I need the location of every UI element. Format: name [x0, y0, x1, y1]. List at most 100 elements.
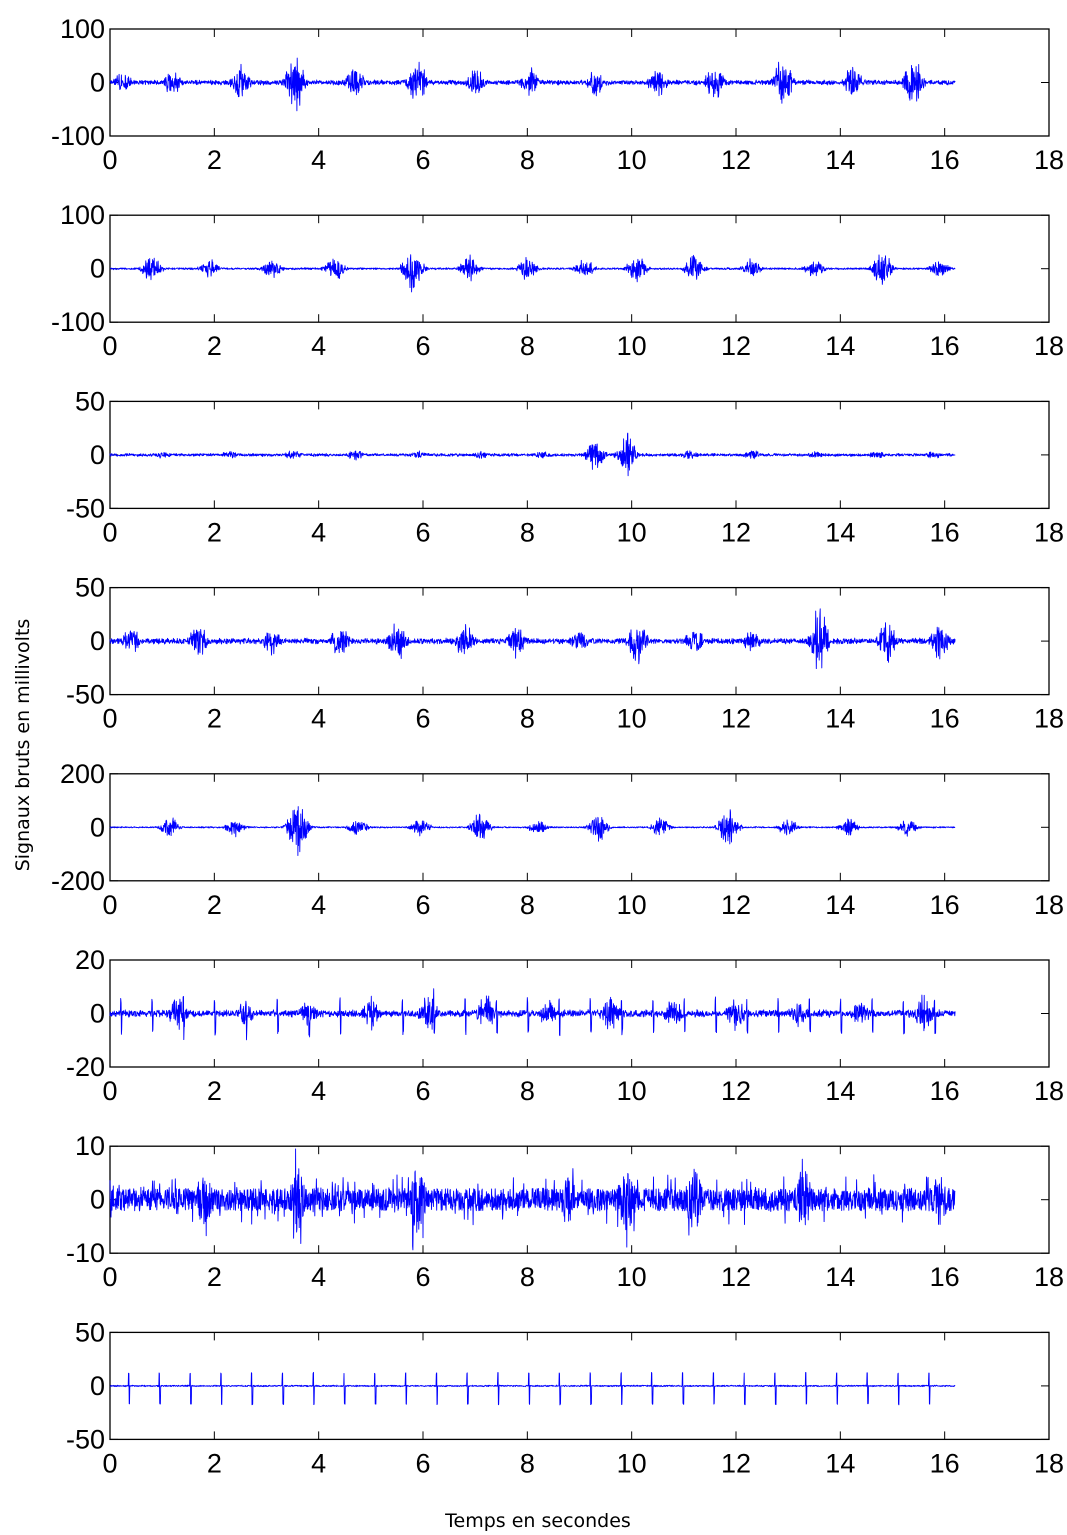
- x-tick-label: 12: [721, 331, 751, 361]
- x-tick-label: 10: [617, 1262, 647, 1292]
- x-tick-label: 14: [825, 1076, 855, 1106]
- x-tick-label: 0: [102, 1262, 117, 1292]
- y-tick-label: 0: [90, 254, 105, 284]
- signal-trace: [109, 57, 956, 112]
- signal-trace: [109, 1371, 956, 1406]
- x-tick-label: 18: [1034, 890, 1064, 920]
- x-tick-label: 10: [617, 145, 647, 175]
- y-tick-label: 0: [90, 812, 105, 842]
- x-tick-label: 0: [102, 1448, 117, 1478]
- x-tick-label: 4: [311, 145, 326, 175]
- x-tick-label: 14: [825, 704, 855, 734]
- x-tick-label: 4: [311, 890, 326, 920]
- x-tick-label: 12: [721, 1076, 751, 1106]
- y-tick-label: 0: [90, 68, 105, 98]
- y-tick-label: 0: [90, 999, 105, 1029]
- x-tick-label: 10: [617, 1076, 647, 1106]
- x-tick-label: 2: [207, 704, 222, 734]
- x-tick-label: 6: [415, 331, 430, 361]
- y-tick-label: 20: [75, 945, 105, 975]
- y-tick-label: -100: [51, 121, 105, 151]
- x-tick-label: 12: [721, 890, 751, 920]
- x-tick-label: 12: [721, 1262, 751, 1292]
- x-tick-label: 14: [825, 517, 855, 547]
- x-tick-label: 14: [825, 1448, 855, 1478]
- x-tick-label: 6: [415, 890, 430, 920]
- y-tick-label: -50: [66, 1424, 105, 1454]
- x-tick-label: 6: [415, 1076, 430, 1106]
- signal-trace: [109, 608, 956, 670]
- signal-trace: [109, 806, 956, 856]
- y-tick-label: 0: [90, 1371, 105, 1401]
- x-tick-label: 4: [311, 517, 326, 547]
- x-tick-label: 0: [102, 704, 117, 734]
- x-tick-label: 12: [721, 517, 751, 547]
- x-tick-label: 8: [520, 517, 535, 547]
- signal-trace: [109, 988, 956, 1041]
- x-tick-label: 8: [520, 145, 535, 175]
- x-tick-label: 10: [617, 890, 647, 920]
- y-tick-label: 50: [75, 1317, 105, 1347]
- x-tick-label: 8: [520, 1076, 535, 1106]
- y-tick-label: 0: [90, 626, 105, 656]
- y-tick-label: 0: [90, 1185, 105, 1215]
- x-tick-label: 4: [311, 331, 326, 361]
- x-tick-label: 14: [825, 890, 855, 920]
- x-tick-label: 2: [207, 331, 222, 361]
- x-tick-label: 2: [207, 1262, 222, 1292]
- y-tick-label: 100: [60, 200, 105, 230]
- x-tick-label: 14: [825, 1262, 855, 1292]
- x-tick-label: 2: [207, 890, 222, 920]
- x-tick-label: 0: [102, 1076, 117, 1106]
- x-tick-label: 12: [721, 1448, 751, 1478]
- x-tick-label: 16: [930, 1448, 960, 1478]
- y-tick-label: -200: [51, 866, 105, 896]
- x-tick-label: 16: [930, 517, 960, 547]
- x-tick-label: 0: [102, 331, 117, 361]
- x-tick-label: 16: [930, 890, 960, 920]
- x-tick-label: 16: [930, 704, 960, 734]
- y-tick-label: 10: [75, 1131, 105, 1161]
- x-tick-label: 8: [520, 890, 535, 920]
- signal-trace: [109, 1148, 956, 1251]
- x-tick-label: 10: [617, 517, 647, 547]
- x-tick-label: 0: [102, 890, 117, 920]
- signal-trace: [109, 432, 956, 477]
- x-tick-label: 18: [1034, 517, 1064, 547]
- x-tick-label: 18: [1034, 331, 1064, 361]
- x-tick-label: 18: [1034, 145, 1064, 175]
- x-tick-label: 10: [617, 1448, 647, 1478]
- y-tick-label: -50: [66, 493, 105, 523]
- x-tick-label: 2: [207, 517, 222, 547]
- x-tick-label: 6: [415, 1262, 430, 1292]
- x-tick-label: 0: [102, 517, 117, 547]
- x-axis-title: Temps en secondes: [444, 1510, 631, 1532]
- x-tick-label: 14: [825, 331, 855, 361]
- x-tick-label: 4: [311, 1076, 326, 1106]
- x-tick-label: 6: [415, 145, 430, 175]
- x-tick-label: 10: [617, 704, 647, 734]
- y-tick-label: -100: [51, 307, 105, 337]
- x-tick-label: 16: [930, 1262, 960, 1292]
- y-tick-label: 50: [75, 573, 105, 603]
- y-tick-label: 50: [75, 386, 105, 416]
- y-tick-label: -20: [66, 1052, 105, 1082]
- x-tick-label: 18: [1034, 1076, 1064, 1106]
- x-tick-label: 2: [207, 1076, 222, 1106]
- x-tick-label: 4: [311, 1262, 326, 1292]
- y-axis-title: Signaux bruts en millivolts: [12, 619, 34, 872]
- x-tick-label: 8: [520, 1262, 535, 1292]
- x-tick-label: 12: [721, 704, 751, 734]
- y-tick-label: 200: [60, 759, 105, 789]
- y-tick-label: -50: [66, 680, 105, 710]
- x-tick-label: 6: [415, 704, 430, 734]
